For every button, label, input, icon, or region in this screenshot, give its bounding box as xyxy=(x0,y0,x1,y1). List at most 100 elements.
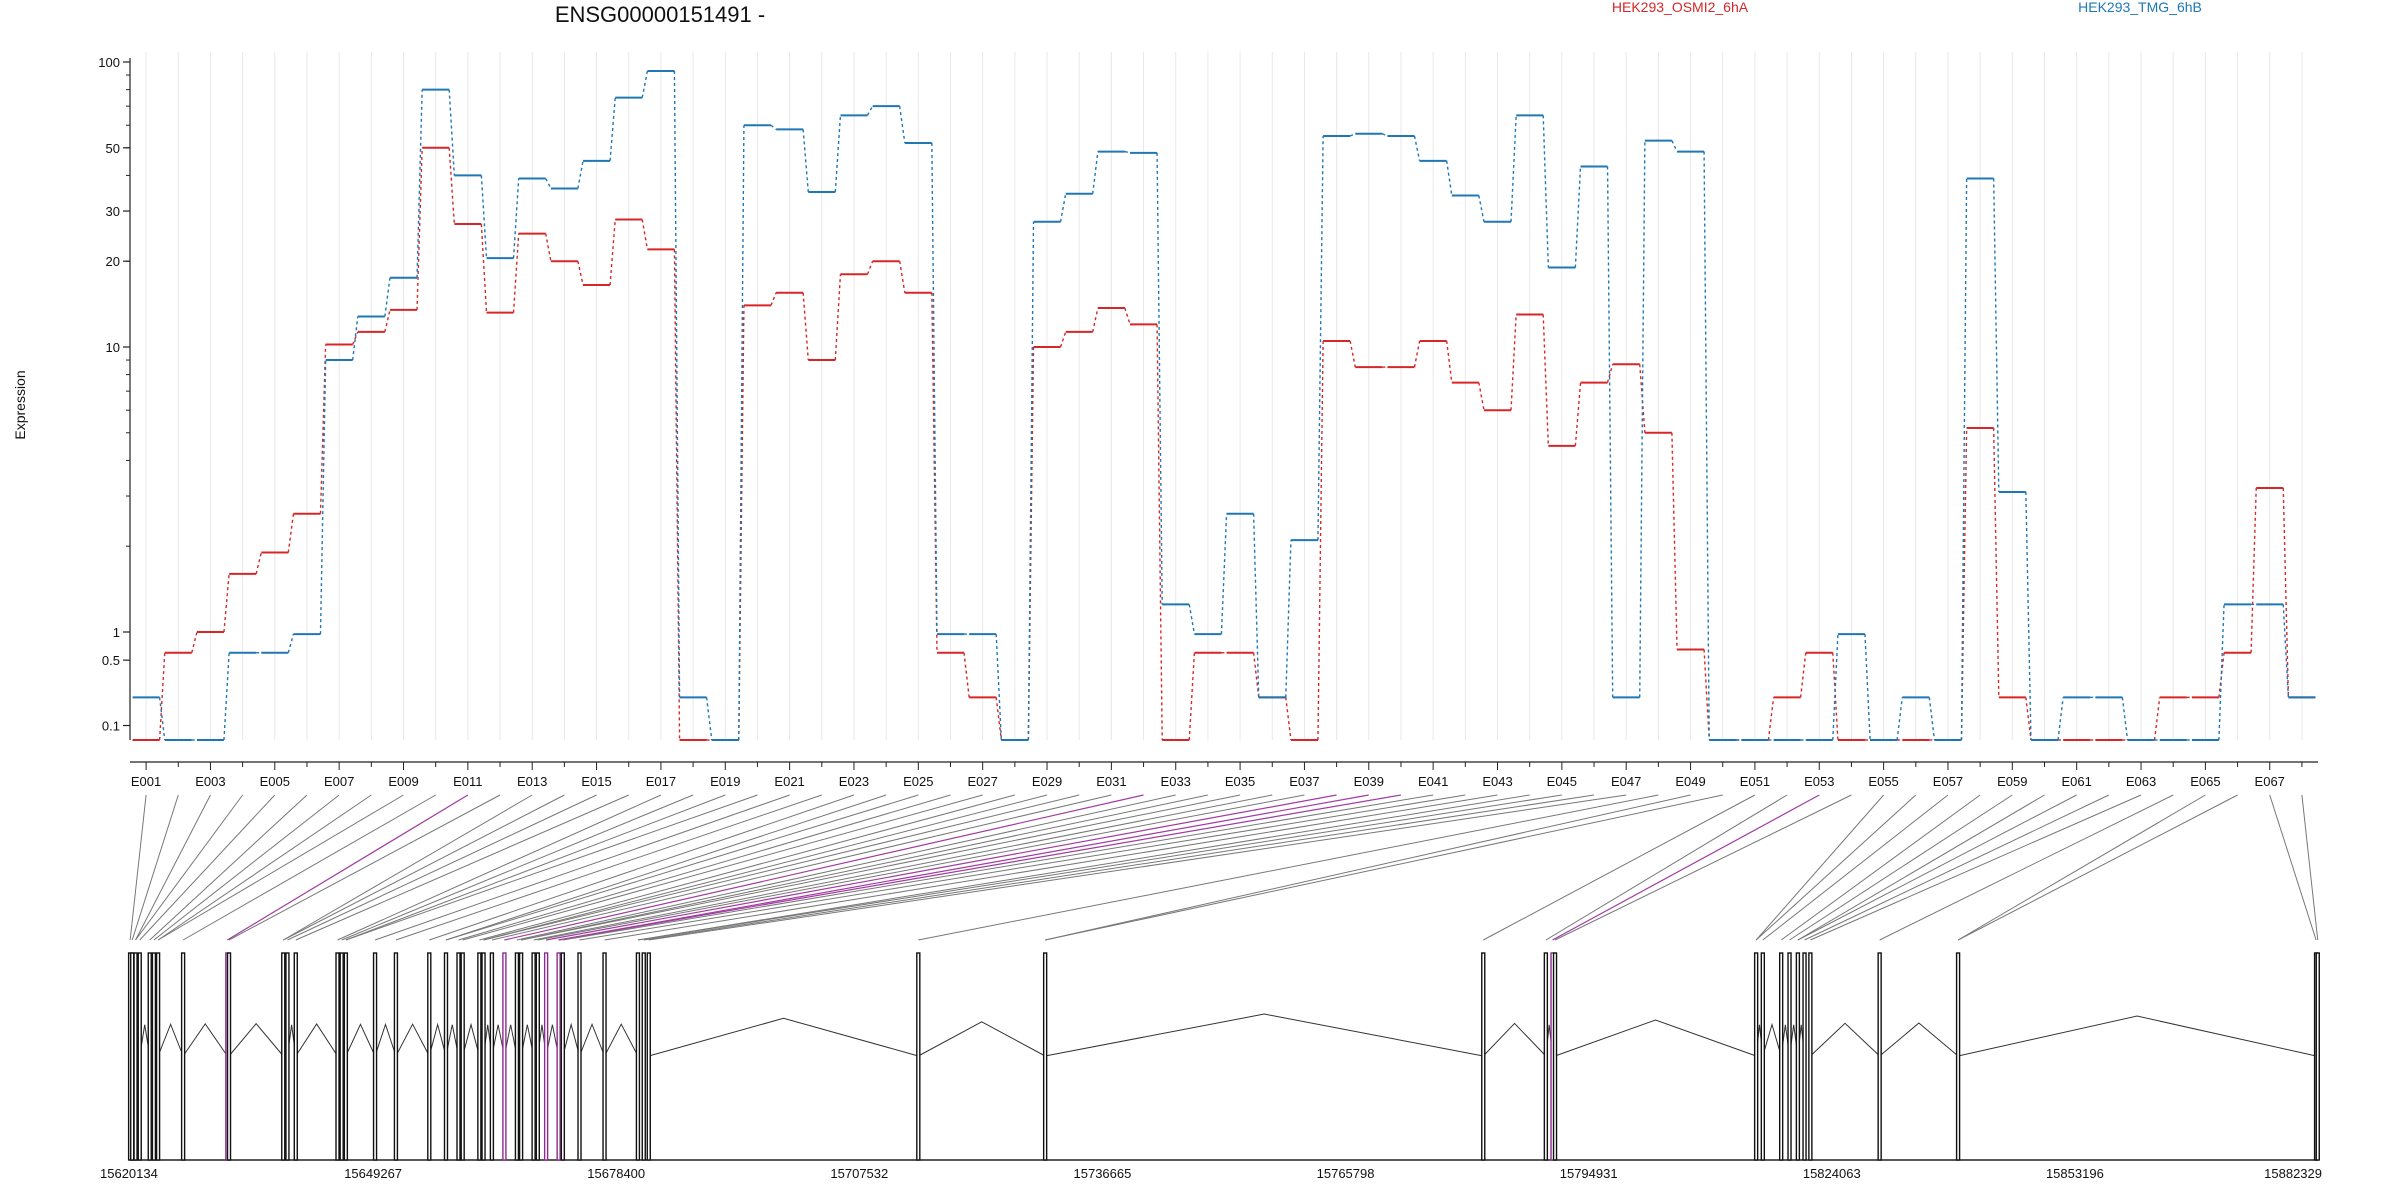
x-tick-label: E033 xyxy=(1161,774,1191,789)
exon-connector xyxy=(131,794,179,941)
intron-line xyxy=(228,1022,284,1057)
series-connector xyxy=(545,233,552,262)
exon-connector xyxy=(1762,794,1949,941)
series-connector xyxy=(1960,427,1968,741)
series-connector xyxy=(1671,432,1678,650)
series-connector xyxy=(834,115,842,192)
series-connector xyxy=(738,305,745,741)
intron-line xyxy=(1810,1022,1880,1057)
exon-box xyxy=(147,952,152,1161)
exon-box xyxy=(560,952,566,1161)
series-osmi2 xyxy=(132,146,2316,741)
series-connector xyxy=(1671,140,1678,152)
series-connector xyxy=(866,260,874,275)
exon-box xyxy=(456,952,461,1161)
intron-line xyxy=(428,1022,447,1057)
series-connector xyxy=(673,70,681,698)
genomic-tick-label: 15678400 xyxy=(587,1166,645,1181)
series-connector xyxy=(931,142,938,635)
exon-connector xyxy=(337,794,662,941)
exon-box xyxy=(1543,952,1549,1161)
series-connector xyxy=(1382,133,1388,137)
exon-box xyxy=(293,952,298,1161)
exon-connector xyxy=(643,794,1595,941)
exon-connector xyxy=(445,794,887,941)
genomic-tick-label: 15794931 xyxy=(1560,1166,1618,1181)
exon-box xyxy=(155,952,161,1161)
series-connector xyxy=(770,124,777,130)
exon-connector xyxy=(227,794,469,941)
series-connector xyxy=(384,309,391,333)
x-tick-label: E027 xyxy=(967,774,997,789)
genomic-tick-label: 15736665 xyxy=(1074,1166,1132,1181)
series-connector xyxy=(1349,133,1356,137)
genomic-tick-label: 15853196 xyxy=(2046,1166,2104,1181)
series-connector xyxy=(480,175,488,259)
exon-box xyxy=(477,952,482,1161)
y-tick-label: 0.1 xyxy=(102,719,120,734)
exon-box xyxy=(535,952,540,1161)
series-connector xyxy=(995,697,1003,741)
plot-grid xyxy=(145,52,2303,740)
exon-box xyxy=(502,952,507,1161)
y-tick-label: 50 xyxy=(106,141,120,156)
intron-line xyxy=(157,1023,184,1057)
exon-box xyxy=(641,952,646,1161)
exon-box xyxy=(1778,952,1784,1161)
exon-box xyxy=(602,952,607,1161)
exon-connector xyxy=(182,794,436,941)
exon-connector xyxy=(1789,794,2013,941)
genomic-tick-label: 15824063 xyxy=(1803,1166,1861,1181)
y-tick-label: 0.5 xyxy=(102,653,120,668)
series-connector xyxy=(1478,382,1485,411)
series-connector xyxy=(1092,307,1099,333)
series-connector xyxy=(1510,115,1517,222)
exon-connector xyxy=(1957,794,2206,941)
exon-connector xyxy=(2301,794,2319,941)
gene-model xyxy=(127,952,2320,1161)
series-connector xyxy=(1992,427,2000,698)
series-connector xyxy=(287,633,295,653)
x-tick-label: E063 xyxy=(2126,774,2156,789)
series-connector xyxy=(1542,314,1550,446)
x-tick-label: E057 xyxy=(1933,774,1963,789)
exon-connector xyxy=(1755,794,1884,941)
series-connector xyxy=(1092,151,1099,194)
series-connector xyxy=(898,261,906,293)
exon-connector xyxy=(533,794,1273,941)
exon-box xyxy=(443,952,449,1161)
series-connector xyxy=(2025,697,2032,741)
intron-line xyxy=(1879,1022,1959,1057)
exon-box xyxy=(1802,952,1807,1161)
exon-box xyxy=(281,952,286,1161)
exon-connector xyxy=(228,794,501,941)
series-connector xyxy=(1188,652,1196,741)
series-connector xyxy=(2153,697,2161,741)
series-connector xyxy=(287,513,295,553)
intron-line xyxy=(374,1022,397,1057)
series-connector xyxy=(1413,340,1421,368)
series-connector xyxy=(577,160,584,189)
exon-connector xyxy=(562,794,1434,941)
series-connector xyxy=(2025,491,2032,741)
x-tick-label: E067 xyxy=(2255,774,2285,789)
series-connector xyxy=(2121,697,2129,741)
y-tick-label: 1 xyxy=(113,625,120,640)
exon-connector xyxy=(483,794,1080,941)
exon-box xyxy=(1042,952,1048,1161)
exon-connector xyxy=(283,794,565,941)
intron-line xyxy=(1045,1013,1484,1057)
exon-box xyxy=(481,952,486,1161)
exon-axis: E001 E003 E005 E007 E009 E011 E013 E015 E017 E019… xyxy=(130,761,2318,789)
series-connector xyxy=(416,89,423,278)
exon-box xyxy=(514,952,520,1161)
series-connector xyxy=(351,316,359,361)
x-tick-label: E035 xyxy=(1225,774,1255,789)
series-connector xyxy=(1027,221,1035,741)
x-tick-label: E051 xyxy=(1740,774,1770,789)
exon-connector xyxy=(504,794,1144,941)
exon-connector xyxy=(558,794,1402,941)
x-tick-label: E061 xyxy=(2061,774,2091,789)
legend-entry-tmg: HEK293_TMG_6hB xyxy=(2078,0,2202,15)
exon-box xyxy=(1877,952,1882,1161)
